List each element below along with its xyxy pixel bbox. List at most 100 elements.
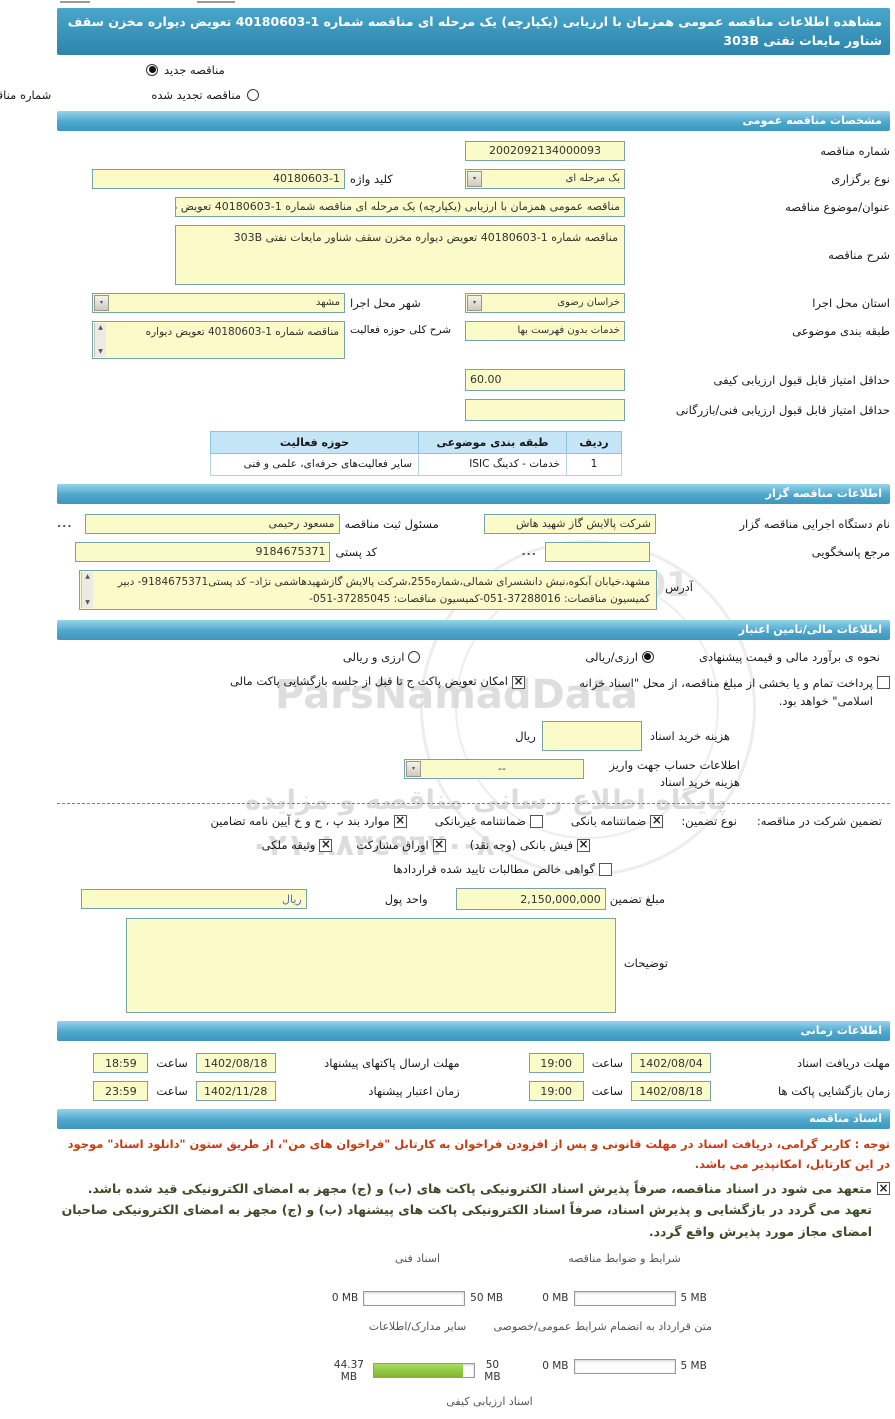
description-textarea[interactable]: مناقصه شماره 1-40180603 تعویض دیواره مخز…	[175, 224, 625, 285]
guarantee-amount-field[interactable]: 2,150,000,000	[455, 888, 606, 911]
hour-label: ساعت	[591, 1084, 623, 1099]
address-label: آدرس	[665, 579, 693, 594]
activity-label: شرح کلی حوزه فعالیت	[350, 323, 452, 336]
divider	[57, 803, 890, 805]
upload-max-size: 5 MB	[680, 1360, 707, 1373]
net-claims-checkbox[interactable]	[599, 862, 612, 876]
section-general-specs: مشخصات مناقصه عمومی	[57, 110, 890, 131]
dropdown-icon[interactable]: ▾	[406, 760, 421, 777]
agency-field[interactable]: شرکت پالایش گاز شهید هاش	[483, 513, 656, 534]
envelope-opening-date-field[interactable]: 1402/08/18	[631, 1081, 711, 1102]
bid-validity-label: زمان اعتبار پیشنهاد	[368, 1084, 460, 1099]
doc-fee-field[interactable]	[541, 720, 642, 751]
bank-guarantee-checkbox[interactable]	[650, 814, 664, 828]
renewed-tender-radio[interactable]	[247, 88, 259, 101]
activity-scrollbox[interactable]: مناقصه شماره 1-40180603 تعویض دیواره ▲ ▼	[92, 320, 345, 359]
prev-tender-number-label: شماره مناقصه قبلی	[0, 87, 52, 102]
category-field[interactable]: خدمات بدون فهرست بها	[465, 320, 625, 341]
scroll-up-icon[interactable]: ▲	[98, 323, 103, 331]
subject-label: عنوان/موضوع مناقصه	[785, 199, 890, 214]
estimate-method-label: نحوه ی برآورد مالی و قیمت پیشنهادی	[698, 649, 880, 664]
registrar-more-button[interactable]: ...	[57, 517, 73, 531]
doc-receive-date-field[interactable]: 1402/08/04	[631, 1053, 711, 1074]
bylaw-items-checkbox[interactable]	[393, 814, 407, 828]
treasury-checkbox[interactable]	[877, 675, 890, 689]
net-claims-label: گواهی خالص مطالبات تایید شده قراردادها	[393, 862, 595, 877]
scroll-down-icon[interactable]: ▼	[85, 599, 90, 607]
keyword-label: کلید واژه	[350, 171, 393, 186]
envelope-opening-time-field[interactable]: 19:00	[528, 1081, 584, 1102]
progress-bar	[363, 1290, 466, 1306]
agency-label: نام دستگاه اجرایی مناقصه گزار	[739, 516, 890, 531]
artifact-line	[197, 1, 235, 3]
bid-submission-time-field[interactable]: 18:59	[93, 1053, 149, 1074]
fee-account-select[interactable]: -- ▾	[404, 758, 584, 779]
col-row-number: ردیف	[566, 430, 622, 454]
registrar-label: مسئول ثبت مناقصه	[344, 516, 439, 531]
notes-label: توضیحات	[623, 956, 668, 971]
upload-current-size: 44.37 MB	[333, 1358, 364, 1383]
contact-field[interactable]	[545, 541, 650, 562]
bank-slip-checkbox[interactable]	[577, 838, 590, 852]
participation-bonds-checkbox[interactable]	[432, 838, 446, 852]
bid-submission-date-field[interactable]: 1402/08/18	[195, 1053, 276, 1074]
bid-validity-date-field[interactable]: 1402/11/28	[195, 1081, 276, 1102]
renewed-tender-label: مناقصه تجدید شده	[151, 87, 241, 102]
col-category: طبقه بندی موضوعی	[418, 430, 567, 454]
min-score-qualitative-field[interactable]: 60.00	[465, 368, 625, 391]
table-row: 1 خدمات - کدینگ ISIC سایر فعالیت‌های حرف…	[210, 452, 622, 476]
page-title: مشاهده اطلاعات مناقصه عمومی همزمان با ار…	[57, 8, 890, 55]
guarantee-label: تضمین شرکت در مناقصه:	[756, 814, 882, 829]
scrollbar[interactable]: ▲ ▼	[81, 571, 93, 608]
dropdown-icon[interactable]: ▾	[467, 294, 482, 311]
subject-field[interactable]: مناقصه عمومی همزمان با ارزیابی (یکپارچه)…	[175, 196, 625, 217]
new-tender-radio[interactable]	[146, 63, 158, 76]
tender-number-field[interactable]: 2002092134000093	[465, 140, 625, 161]
doc-receive-deadline-label: مهلت دریافت اسناد	[797, 1056, 890, 1071]
dropdown-icon[interactable]: ▾	[467, 170, 482, 187]
fee-account-label: اطلاعات حساب جهت واریز هزینه خرید اسناد	[609, 757, 740, 789]
currency-both-radio[interactable]	[408, 650, 421, 663]
progress-bar	[372, 1363, 475, 1379]
doc-fee-currency-hint: ریال	[515, 728, 536, 743]
bid-validity-time-field[interactable]: 23:59	[93, 1081, 149, 1102]
property-collateral-checkbox[interactable]	[319, 838, 333, 852]
section-bidder-info: اطلاعات مناقصه گزار	[57, 483, 890, 504]
artifact-line	[60, 1, 90, 3]
city-select[interactable]: مشهد ▾	[92, 292, 345, 313]
method-label: نوع برگزاری	[831, 171, 890, 186]
registrar-field[interactable]: مسعود رحیمی	[84, 513, 340, 534]
nonbank-guarantee-checkbox[interactable]	[529, 814, 543, 828]
dropdown-icon[interactable]: ▾	[94, 294, 109, 311]
notes-textarea[interactable]	[126, 918, 616, 1014]
postal-code-field[interactable]: 9184675371	[75, 541, 331, 562]
contact-more-button[interactable]: ...	[521, 545, 537, 559]
province-label: استان محل اجرا	[812, 295, 890, 310]
currency-rial-radio[interactable]	[641, 650, 654, 663]
scrollbar[interactable]: ▲ ▼	[94, 322, 106, 357]
upload-contract-text: متن قرارداد به انضمام شرایط عمومی/خصوصی …	[493, 1319, 712, 1374]
min-score-technical-field[interactable]	[465, 398, 625, 421]
nonbank-guarantee-label: ضمانتنامه غیربانکی	[434, 814, 526, 829]
upload-qualitative-evaluation: اسناد ارزیابی کیفی 1.98 MB 20 MB	[446, 1394, 533, 1408]
keyword-field[interactable]: 40180603-1	[92, 168, 345, 189]
swap-envelope-checkbox[interactable]	[512, 675, 525, 689]
category-label: طبقه بندی موضوعی	[792, 323, 890, 338]
address-textarea[interactable]: مشهد،خیابان آبکوه،نبش دانشسرای شمالی،شما…	[79, 569, 657, 610]
upload-technical-docs: اسناد فنی 0 MB 50 MB	[331, 1251, 504, 1306]
scroll-up-icon[interactable]: ▲	[85, 572, 90, 580]
esignature-commitment-checkbox[interactable]	[877, 1182, 890, 1196]
method-select[interactable]: یک مرحله ای ▾	[465, 168, 625, 189]
province-select[interactable]: خراسان رضوی ▾	[465, 292, 625, 313]
currency-both-label: ارزی و ریالی	[342, 649, 405, 664]
doc-receive-time-field[interactable]: 19:00	[528, 1053, 584, 1074]
scroll-down-icon[interactable]: ▼	[98, 348, 103, 356]
currency-unit-label: واحد پول	[384, 892, 428, 907]
contact-label: مرجع پاسخگویی	[811, 544, 890, 559]
section-schedule-info: اطلاعات زمانی	[57, 1021, 890, 1042]
bank-guarantee-label: ضمانتنامه بانکی	[570, 814, 647, 829]
tender-number-label: شماره مناقصه	[820, 143, 890, 158]
currency-unit-field[interactable]: ریال	[80, 889, 307, 910]
hour-label: ساعت	[591, 1056, 623, 1071]
